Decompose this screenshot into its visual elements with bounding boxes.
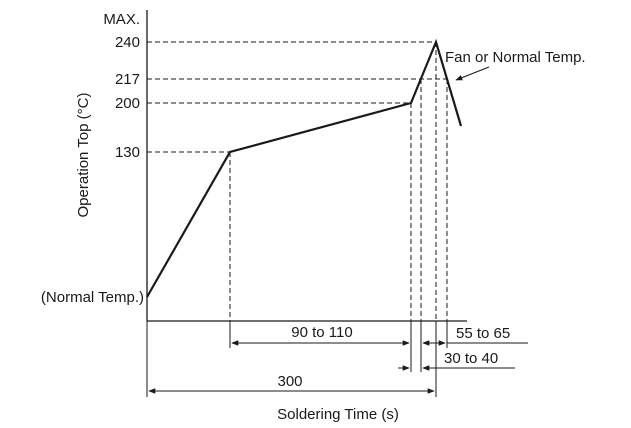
x-axis-label: Soldering Time (s) bbox=[277, 406, 399, 423]
duration-above-217-label: 55 to 65 bbox=[456, 325, 510, 342]
temp-tick-240: 240 bbox=[115, 34, 140, 51]
cooling-pointer bbox=[455, 66, 490, 81]
temp-tick-200: 200 bbox=[115, 95, 140, 112]
normal-temp-label: (Normal Temp.) bbox=[41, 289, 144, 306]
y-axis-label: Operation Top (°C) bbox=[75, 93, 92, 218]
max-label: MAX. bbox=[103, 11, 140, 28]
cooling-label: Fan or Normal Temp. bbox=[445, 49, 586, 66]
temp-tick-130: 130 bbox=[115, 144, 140, 161]
duration-preheat-label: 90 to 110 bbox=[291, 324, 352, 341]
duration-total-label: 300 bbox=[277, 373, 302, 390]
temp-tick-217: 217 bbox=[115, 71, 140, 88]
temperature-profile-curve bbox=[146, 38, 463, 298]
duration-window-label: 30 to 40 bbox=[444, 350, 498, 367]
